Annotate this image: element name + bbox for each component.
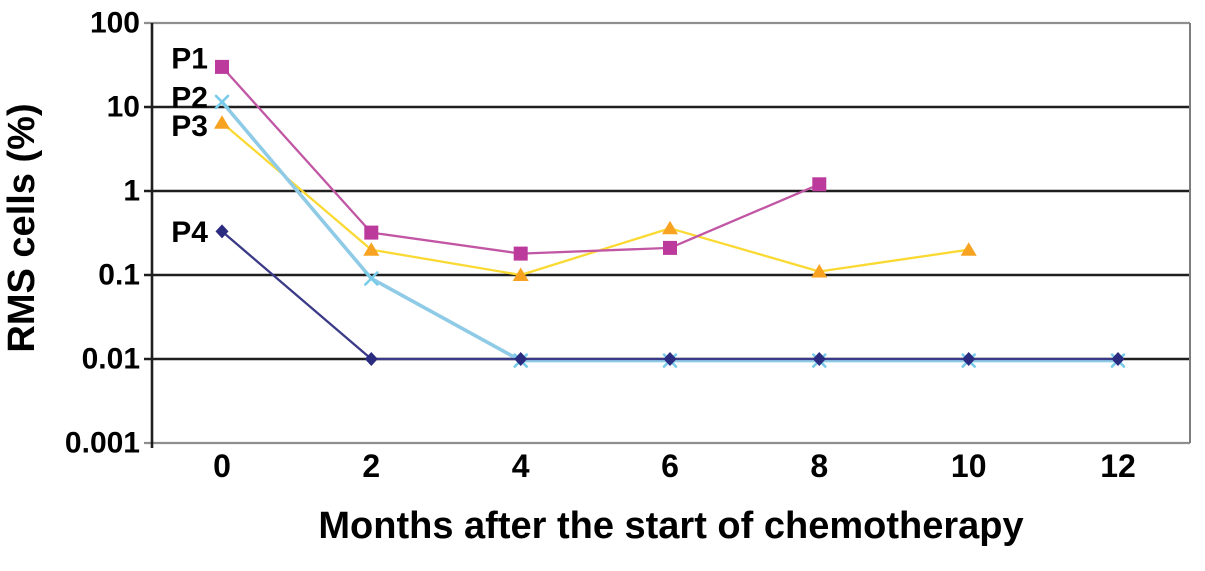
y-tick-label: 0.1 <box>98 259 140 292</box>
marker-triangle-P3 <box>214 115 230 129</box>
marker-x-P2 <box>214 94 230 110</box>
series-label-P1: P1 <box>171 42 208 75</box>
marker-diamond-P4 <box>215 224 229 239</box>
marker-square-P1 <box>812 177 827 192</box>
y-tick-label: 100 <box>90 7 140 40</box>
marker-square-P1 <box>215 59 229 74</box>
marker-diamond-P4 <box>663 352 677 366</box>
series-label-P3: P3 <box>171 110 208 143</box>
x-axis-title: Months after the start of chemotherapy <box>318 505 1023 547</box>
marker-triangle-P3 <box>363 242 380 256</box>
y-tick-label: 10 <box>107 91 140 124</box>
x-tick-label: 0 <box>213 448 231 484</box>
x-tick-label: 12 <box>1100 448 1136 484</box>
x-tick-label: 10 <box>951 448 987 484</box>
series-line-P1 <box>221 66 820 255</box>
series-label-P4: P4 <box>171 216 208 249</box>
marker-triangle-P3 <box>512 267 529 281</box>
marker-triangle-P3 <box>662 220 678 235</box>
x-tick-label: 6 <box>661 448 679 484</box>
marker-square-P1 <box>364 225 379 240</box>
marker-diamond-P4 <box>364 352 378 366</box>
marker-x-P2 <box>364 271 379 286</box>
y-tick-label: 0.01 <box>82 343 140 376</box>
marker-diamond-P4 <box>514 352 528 366</box>
marker-diamond-P4 <box>812 352 826 366</box>
marker-diamond-P4 <box>1111 352 1125 366</box>
x-tick-label: 2 <box>362 448 380 484</box>
marker-square-P1 <box>663 240 677 255</box>
marker-diamond-P4 <box>962 352 976 366</box>
x-tick-label: 8 <box>810 448 828 484</box>
marker-square-P1 <box>513 246 528 261</box>
tick-layer: 100 10 1 0.1 0.01 0.001 0 2 4 6 8 10 12 <box>65 7 1136 485</box>
grid-layer <box>144 21 1191 448</box>
series-label-P2: P2 <box>171 81 208 114</box>
y-tick-label: 0.001 <box>65 427 140 460</box>
x-tick-label: 4 <box>512 448 530 484</box>
marker-triangle-P3 <box>960 242 977 256</box>
series-line-P3 <box>221 121 969 277</box>
y-axis-title: RMS cells (%) <box>1 103 43 352</box>
y-tick-label: 1 <box>123 175 140 208</box>
marker-triangle-P3 <box>811 264 828 278</box>
